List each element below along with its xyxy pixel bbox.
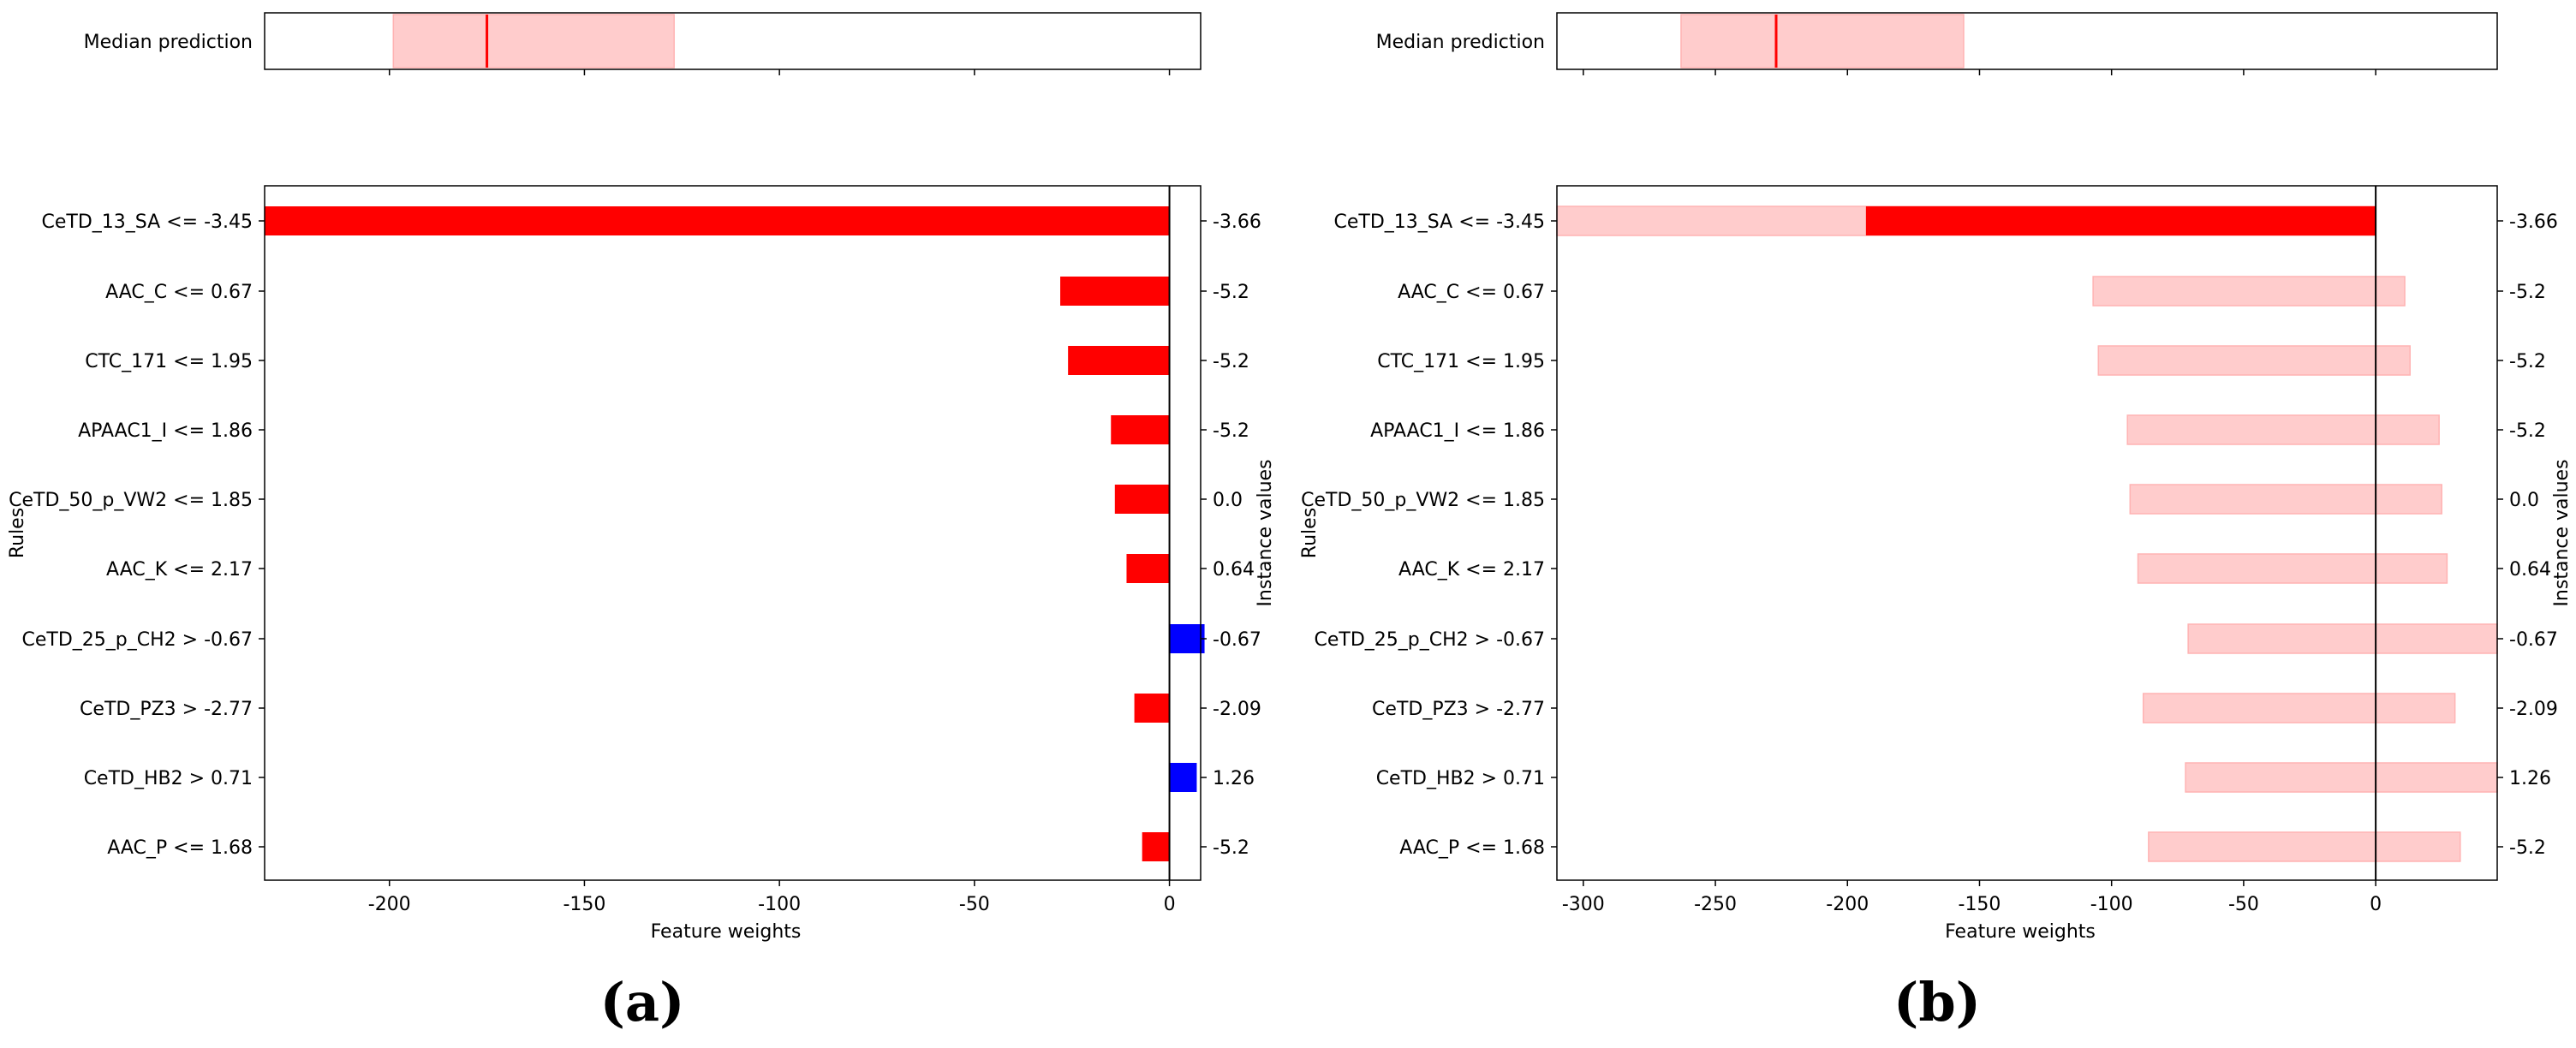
panel-b-interval-bar-9	[2148, 831, 2461, 862]
panel-b-rule-label: AAC_K <= 2.17	[1398, 559, 1545, 581]
panel-b-xlabel: Feature weights	[1945, 921, 2096, 943]
panel-a-bar-2	[1068, 346, 1170, 375]
panel-a-instance-value: -0.67	[1213, 629, 1261, 651]
panel-a-bar-5	[1126, 554, 1170, 583]
panel-a-y2label: Instance values	[1255, 459, 1276, 606]
panel-b-interval-bar-8	[2185, 762, 2498, 793]
panel-a-xtick-label: 0	[1164, 894, 1176, 915]
panel-b-xtick-label: 0	[2370, 894, 2382, 915]
panel-a-xlabel: Feature weights	[651, 921, 802, 943]
panel-a-median-frame	[264, 12, 1202, 70]
panel-b-xtick-label: -100	[2090, 894, 2133, 915]
panel-b-instance-value: -5.2	[2509, 837, 2546, 859]
panel-a-bar-9	[1142, 832, 1170, 861]
panel-a-instance-value: -5.2	[1213, 420, 1249, 442]
panel-a-plot-frame	[264, 185, 1202, 881]
panel-a-ylabel: Rules	[7, 508, 28, 558]
panel-b-rule-label: CeTD_PZ3 > -2.77	[1372, 699, 1545, 720]
panel-a-rule-label: CeTD_HB2 > 0.71	[84, 768, 253, 789]
panel-b-interval-bar-4	[2129, 484, 2442, 515]
panel-b-xtick-label: -200	[1826, 894, 1869, 915]
panel-b-rule-label: CeTD_25_p_CH2 > -0.67	[1315, 629, 1545, 651]
panel-b-xtick-label: -300	[1562, 894, 1605, 915]
panel-a-instance-value: 1.26	[1213, 768, 1255, 789]
panel-a-bar-6	[1169, 624, 1205, 653]
panel-b-instance-value: -3.66	[2509, 211, 2558, 233]
panel-a-instance-value: -3.66	[1213, 211, 1261, 233]
panel-b-interval-bar-5	[2137, 553, 2448, 584]
panel-b-bar-0	[1865, 206, 2376, 235]
panel-a-bar-1	[1060, 277, 1170, 306]
panel-b-xtick-label: -250	[1694, 894, 1737, 915]
panel-a-instance-value: -5.2	[1213, 282, 1249, 303]
panel-a-bar-8	[1169, 763, 1197, 792]
panel-b-rule-label: CeTD_50_p_VW2 <= 1.85	[1301, 490, 1545, 511]
panel-b-rule-label: CeTD_HB2 > 0.71	[1376, 768, 1545, 789]
panel-a-rule-label: CeTD_50_p_VW2 <= 1.85	[9, 490, 253, 511]
panel-a-bar-4	[1114, 485, 1170, 514]
panel-b-interval-bar-6	[2187, 623, 2498, 654]
panel-b-ylabel: Rules	[1299, 508, 1321, 558]
panel-b-xtick-label: -50	[2228, 894, 2259, 915]
panel-b-rule-label: CTC_171 <= 1.95	[1377, 351, 1545, 372]
panel-b-rule-label: APAAC1_I <= 1.86	[1370, 420, 1545, 442]
panel-a-median-interval	[392, 14, 675, 68]
panel-b-instance-value: -5.2	[2509, 282, 2546, 303]
panel-a-rule-label: APAAC1_I <= 1.86	[78, 420, 253, 442]
panel-b-interval-bar-7	[2142, 693, 2456, 723]
panel-b-rule-label: AAC_C <= 0.67	[1398, 282, 1545, 303]
panel-b-plot-frame	[1556, 185, 2498, 881]
panel-a-xtick-label: -200	[368, 894, 411, 915]
panel-a-instance-value: 0.64	[1213, 559, 1255, 581]
panel-b-label: (b)	[1893, 971, 1981, 1033]
panel-a-rule-label: CeTD_13_SA <= -3.45	[42, 211, 253, 233]
panel-b-rule-label: CeTD_13_SA <= -3.45	[1334, 211, 1545, 233]
panel-a-bar-3	[1111, 415, 1170, 444]
panel-a-instance-value: -5.2	[1213, 351, 1249, 372]
panel-b-y2label: Instance values	[2551, 459, 2573, 606]
panel-a-xtick-label: -50	[959, 894, 990, 915]
panel-a-rule-label: CTC_171 <= 1.95	[85, 351, 253, 372]
panel-a-label: (a)	[600, 971, 685, 1033]
panel-b-instance-value: 0.64	[2509, 559, 2551, 581]
panel-b-instance-value: -0.67	[2509, 629, 2558, 651]
panel-b-xtick-label: -150	[1959, 894, 2001, 915]
panel-b-instance-value: -5.2	[2509, 420, 2546, 442]
panel-b-instance-value: 0.0	[2509, 490, 2539, 511]
panel-b-rule-label: AAC_P <= 1.68	[1399, 837, 1545, 859]
panel-b-median-label: Median prediction	[1376, 32, 1545, 53]
panel-b-interval-bar-3	[2126, 414, 2440, 445]
panel-a-xtick-label: -100	[758, 894, 801, 915]
panel-a-rule-label: AAC_P <= 1.68	[107, 837, 253, 859]
panel-a-rule-label: AAC_K <= 2.17	[106, 559, 253, 581]
panel-a-instance-value: -5.2	[1213, 837, 1249, 859]
panel-a-bar-0	[265, 206, 1170, 235]
panel-b-instance-value: 1.26	[2509, 768, 2551, 789]
panel-b-interval-bar-2	[2097, 345, 2411, 376]
panel-b-median-interval	[1680, 14, 1965, 68]
panel-b-median-frame	[1556, 12, 2498, 70]
panel-b-interval-bar-1	[2092, 276, 2406, 307]
panel-a-bar-7	[1134, 694, 1170, 723]
panel-a-rule-label: CeTD_25_p_CH2 > -0.67	[22, 629, 253, 651]
panel-b-instance-value: -5.2	[2509, 351, 2546, 372]
panel-a-instance-value: 0.0	[1213, 490, 1243, 511]
panel-a-rule-label: AAC_C <= 0.67	[105, 282, 253, 303]
panel-a-median-label: Median prediction	[84, 32, 253, 53]
panel-a-xtick-label: -150	[563, 894, 605, 915]
panel-a-instance-value: -2.09	[1213, 699, 1261, 720]
panel-a-rule-label: CeTD_PZ3 > -2.77	[80, 699, 253, 720]
panel-b-instance-value: -2.09	[2509, 699, 2558, 720]
